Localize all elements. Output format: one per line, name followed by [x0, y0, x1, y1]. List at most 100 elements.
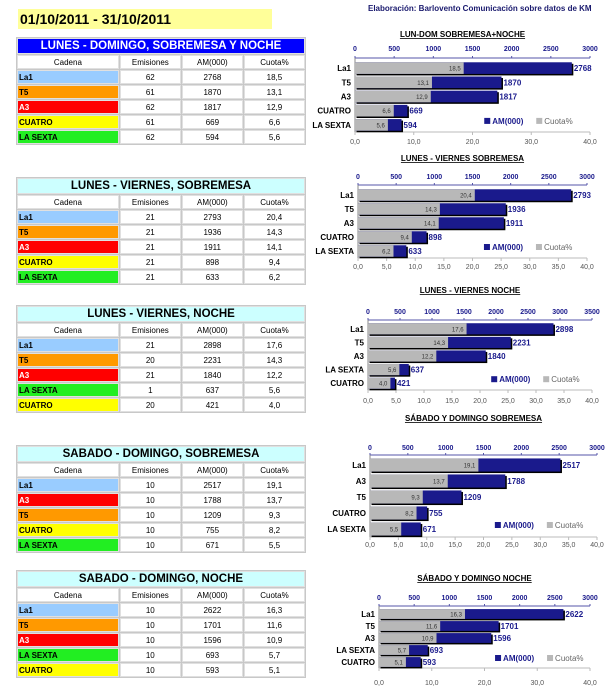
cell: 5,6 [243, 383, 305, 397]
chart-title: LUN-DOM SOBREMESA+NOCHE [400, 30, 526, 39]
bottom-axis-tick-label: 35,0 [557, 398, 571, 405]
am-label: 2517 [562, 461, 580, 470]
channel-name: LA SEXTA [17, 130, 119, 144]
table-row: CUATRO 61 669 6,6 [17, 115, 305, 129]
column-header: Emisiones [119, 55, 181, 69]
cell: 10 [119, 523, 181, 537]
am-label: 2898 [555, 325, 573, 334]
column-header: Cadena [17, 588, 119, 602]
column-header: Cadena [17, 195, 119, 209]
am-label: 1209 [463, 493, 481, 502]
cell: 6,6 [243, 115, 305, 129]
table-header-row: Cadena Emisiones AM(000) Cuota% [17, 588, 305, 602]
top-axis-tick-label: 1500 [465, 46, 481, 53]
category-label: LA SEXTA [315, 247, 354, 256]
legend-swatch-am [495, 655, 502, 661]
top-axis-tick-label: 3000 [582, 46, 598, 53]
bottom-axis-tick-label: 30,0 [530, 680, 544, 687]
cell: 637 [181, 383, 243, 397]
top-axis-tick-label: 3000 [579, 174, 595, 181]
cell: 6,2 [243, 270, 305, 284]
channel-name: La1 [17, 70, 119, 84]
cell: 9,3 [243, 508, 305, 522]
cuota-bar [368, 323, 467, 335]
cell: 1701 [181, 618, 243, 632]
cell: 62 [119, 70, 181, 84]
table-title: LUNES - DOMINGO, SOBREMESA Y NOCHE [17, 38, 305, 54]
cuota-label: 12,2 [422, 355, 434, 361]
top-axis-tick-label: 0 [356, 174, 360, 181]
legend-swatch-am [484, 117, 491, 124]
cell: 12,2 [243, 368, 305, 382]
bottom-axis-tick-label: 0,0 [363, 398, 373, 405]
bottom-axis-tick-label: 30,0 [529, 398, 543, 405]
bottom-axis-tick-label: 10,0 [420, 542, 434, 549]
cell: 10 [119, 663, 181, 677]
channel-name: LA SEXTA [17, 648, 119, 662]
table-row: LA SEXTA 10 693 5,7 [17, 648, 305, 662]
cuota-bar [358, 231, 412, 243]
category-label: A3 [356, 477, 367, 486]
cell: 21 [119, 240, 181, 254]
cuota-label: 5,6 [377, 123, 386, 129]
cuota-label: 13,7 [433, 480, 445, 486]
cuota-bar [368, 336, 449, 348]
bottom-axis-tick-label: 15,0 [448, 542, 462, 549]
cell: 14,3 [243, 353, 305, 367]
cuota-label: 5,6 [388, 368, 397, 374]
cell: 21 [119, 338, 181, 352]
cuota-label: 5,1 [395, 661, 404, 667]
bottom-axis-tick-label: 35,0 [562, 542, 576, 549]
am-label: 594 [404, 121, 418, 130]
top-axis-tick-label: 2500 [547, 595, 563, 602]
bottom-axis-tick-label: 10,0 [407, 139, 421, 146]
cell: 18,5 [243, 70, 305, 84]
am-label: 637 [411, 366, 425, 375]
top-axis-tick-label: 2000 [488, 309, 504, 316]
cuota-label: 9,4 [400, 236, 409, 242]
cuota-bar [379, 633, 437, 643]
top-axis-tick-label: 1000 [424, 309, 440, 316]
legend-label-am: AM(000) [503, 654, 534, 663]
am-label: 1870 [503, 78, 521, 87]
legend-swatch-cuota [543, 376, 550, 383]
column-header: Cuota% [243, 55, 305, 69]
table-header-row: Cadena Emisiones AM(000) Cuota% [17, 55, 305, 69]
cuota-label: 19,1 [464, 464, 476, 470]
category-label: T5 [355, 338, 365, 347]
bottom-axis-tick-label: 15,0 [437, 264, 451, 271]
cell: 17,6 [243, 338, 305, 352]
cuota-bar [368, 350, 437, 362]
table-row: La1 10 2517 19,1 [17, 478, 305, 492]
stats-table: LUNES - VIERNES, NOCHE Cadena Emisiones AM(… [16, 305, 306, 413]
table-row: LA SEXTA 21 633 6,2 [17, 270, 305, 284]
channel-name: CUATRO [17, 663, 119, 677]
cuota-label: 6,2 [382, 250, 391, 256]
bar-chart: LUN-DOM SOBREMESA+NOCHE 0 500 1000 1500 2000 2… [312, 30, 598, 146]
am-label: 669 [409, 107, 423, 116]
cell: 10 [119, 508, 181, 522]
bottom-axis-tick-label: 30,0 [533, 542, 547, 549]
legend-label-am: AM(000) [492, 117, 523, 126]
category-label: T5 [357, 493, 367, 502]
column-header: Cadena [17, 55, 119, 69]
channel-name: La1 [17, 210, 119, 224]
table-row: LA SEXTA 1 637 5,6 [17, 383, 305, 397]
bottom-axis-tick-label: 15,0 [445, 398, 459, 405]
legend-label-cuota: Cuota% [555, 521, 583, 530]
cell: 2793 [181, 210, 243, 224]
am-label: 2622 [565, 610, 583, 619]
top-axis-tick-label: 2500 [541, 174, 557, 181]
column-header: Emisiones [119, 195, 181, 209]
bottom-axis-tick-label: 30,0 [524, 139, 538, 146]
column-header: Cuota% [243, 195, 305, 209]
cell: 21 [119, 210, 181, 224]
am-label: 2793 [573, 191, 591, 200]
table-row: T5 10 1701 11,6 [17, 618, 305, 632]
cuota-label: 13,1 [417, 81, 429, 87]
cell: 1817 [181, 100, 243, 114]
legend-label-am: AM(000) [503, 521, 534, 530]
cell: 16,3 [243, 603, 305, 617]
table-row: A3 62 1817 12,9 [17, 100, 305, 114]
category-label: A3 [365, 634, 376, 643]
